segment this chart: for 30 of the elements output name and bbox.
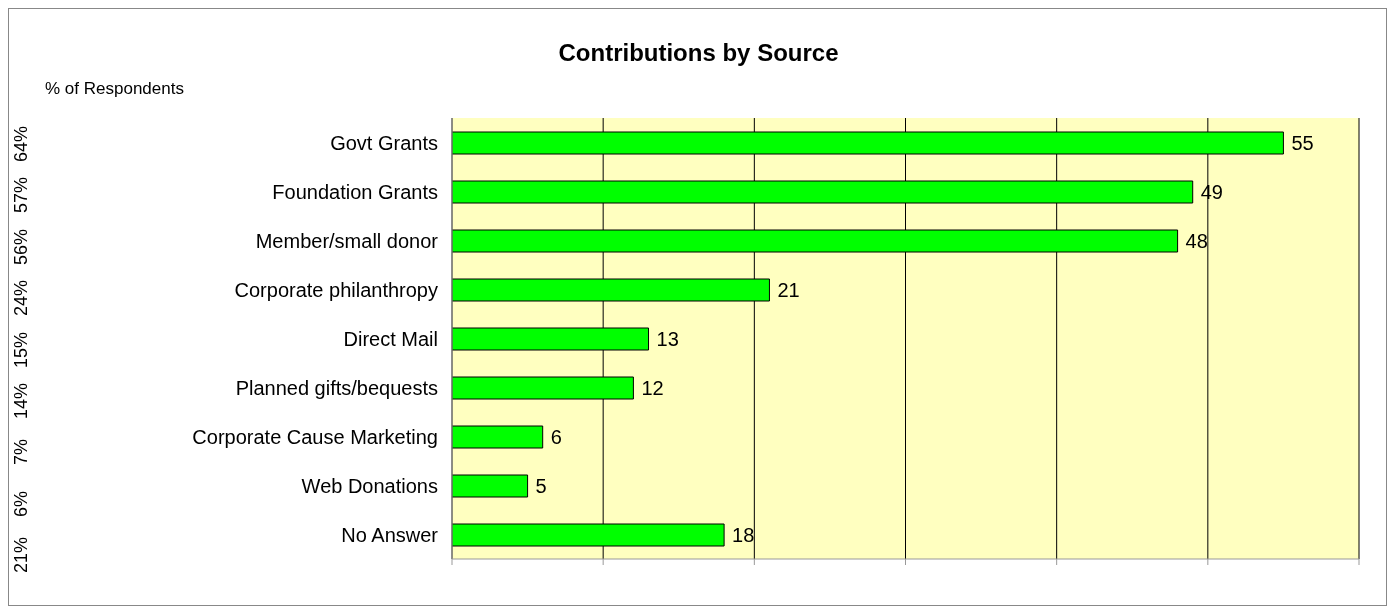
y-tick-label: No Answer [341,523,439,546]
text: 21% [10,537,32,574]
text: 15% [10,331,32,368]
y-tick-label: Member/small donor [255,229,439,252]
text: 64% [10,125,32,162]
bar [452,474,529,498]
text: 24% [10,280,32,317]
data-label: 12 [641,377,664,400]
y-tick-label: Corporate Cause Marketing [192,425,438,448]
data-label: 48 [1185,230,1208,253]
text: 57% [10,177,32,214]
data-label: 55 [1291,132,1314,155]
text: 6% [10,490,32,517]
y-tick-label: Corporate philanthropy [234,278,438,301]
y-axis-title: % of Respondents [45,79,184,99]
y-tick-label: Direct Mail [343,327,438,350]
y-tick-label: Foundation Grants [272,180,438,203]
text: 14% [10,382,32,419]
data-label: 18 [732,524,755,547]
chart-title: Contributions by Source [557,39,840,67]
data-label: 21 [777,279,800,302]
text: 7% [10,439,32,466]
data-label: 5 [535,475,547,498]
data-label: 13 [656,328,679,351]
y-tick-label: Govt Grants [330,131,438,154]
text: 56% [10,228,32,265]
bar [452,425,544,449]
y-tick-label: Planned gifts/bequests [235,376,438,399]
y-tick-label: Web Donations [301,474,438,497]
data-label: 6 [550,426,562,449]
